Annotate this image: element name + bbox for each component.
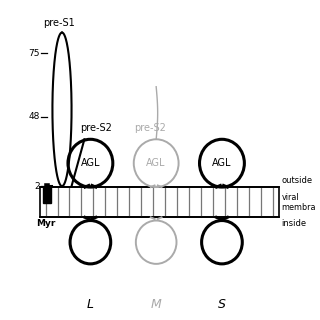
Circle shape	[200, 139, 244, 187]
Circle shape	[70, 220, 111, 264]
Text: pre-S1: pre-S1	[43, 18, 75, 28]
Text: AGL: AGL	[147, 158, 166, 168]
Text: M: M	[151, 298, 162, 311]
Text: 2: 2	[34, 182, 40, 191]
Circle shape	[134, 139, 179, 187]
Text: viral
membra: viral membra	[282, 193, 316, 212]
Text: AGL: AGL	[81, 158, 100, 168]
Text: AGL: AGL	[212, 158, 232, 168]
Text: 48: 48	[28, 113, 40, 122]
Text: L: L	[87, 298, 94, 311]
Circle shape	[202, 220, 242, 264]
Bar	[40, 187, 279, 217]
Bar	[44, 187, 51, 203]
Text: pre-S2: pre-S2	[134, 123, 166, 133]
Text: outside: outside	[282, 177, 313, 186]
Text: S: S	[218, 298, 226, 311]
Text: Myr: Myr	[36, 219, 55, 228]
Text: inside: inside	[282, 219, 307, 228]
Text: 75: 75	[28, 49, 40, 58]
Circle shape	[68, 139, 113, 187]
Text: pre-S2: pre-S2	[80, 123, 112, 133]
Circle shape	[136, 220, 177, 264]
